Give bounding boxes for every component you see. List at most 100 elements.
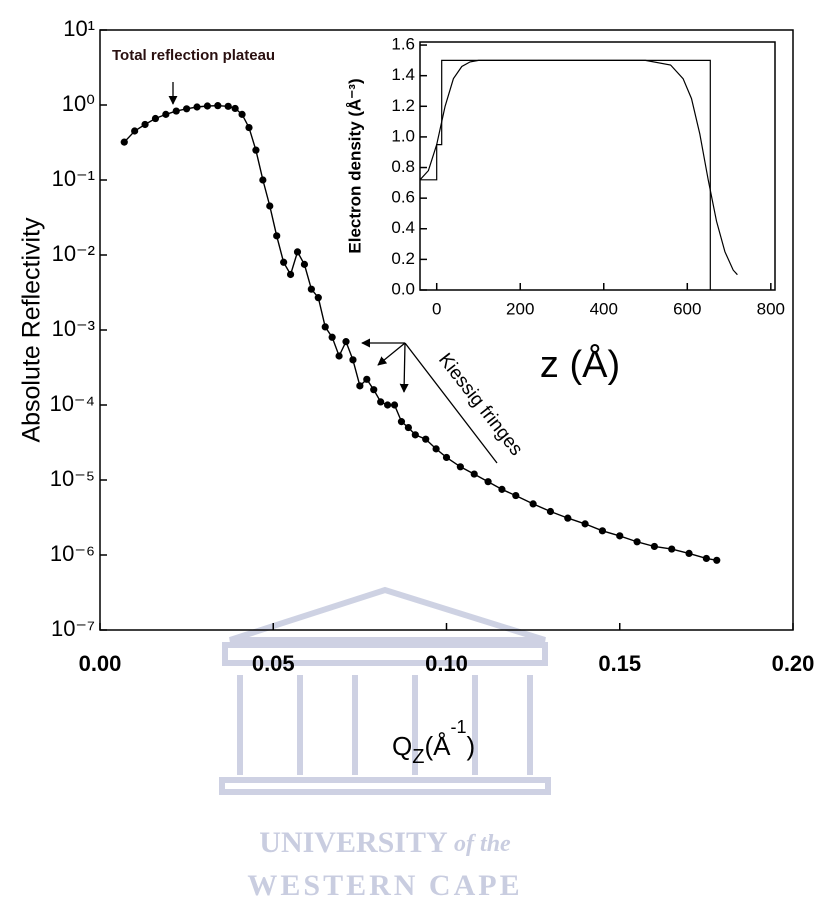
data-point bbox=[470, 470, 478, 478]
y-tick-label: 1.0 bbox=[391, 126, 415, 145]
y-tick-label: 10⁻¹ bbox=[52, 166, 95, 191]
x-tick-label: 600 bbox=[673, 299, 701, 318]
y-tick-label: 1.2 bbox=[391, 96, 415, 115]
data-point bbox=[231, 104, 239, 113]
data-point bbox=[162, 110, 170, 118]
y-tick-label: 10¹ bbox=[63, 16, 95, 41]
data-point bbox=[581, 520, 589, 528]
y-tick-label: 0.0 bbox=[391, 279, 415, 298]
data-point bbox=[151, 114, 160, 123]
x-axis-label-part: Z bbox=[412, 746, 424, 768]
data-point bbox=[546, 507, 555, 516]
watermark-text: WESTERN CAPE bbox=[247, 869, 522, 902]
y-tick-label: 0.4 bbox=[391, 218, 415, 237]
data-point bbox=[442, 453, 451, 462]
y-tick-label: 0.2 bbox=[391, 249, 415, 268]
watermark-text: UNIVERSITY of the bbox=[259, 826, 511, 859]
annotation: Total reflection plateau bbox=[112, 47, 275, 64]
x-tick-label: 0.15 bbox=[598, 651, 641, 676]
y-tick-label: 0.6 bbox=[391, 188, 415, 207]
x-axis-label-part: ) bbox=[466, 731, 475, 761]
data-point bbox=[286, 270, 295, 279]
data-point bbox=[131, 127, 139, 135]
data-point bbox=[633, 538, 641, 546]
data-point bbox=[314, 294, 322, 302]
y-tick-label: 10⁻⁷ bbox=[51, 616, 95, 641]
data-point bbox=[702, 554, 710, 563]
data-point bbox=[668, 545, 676, 553]
data-point bbox=[512, 491, 520, 500]
data-point bbox=[259, 176, 267, 184]
data-point bbox=[356, 382, 364, 390]
data-point bbox=[456, 463, 464, 471]
x-axis-label: z (Å) bbox=[540, 342, 620, 386]
data-point bbox=[120, 138, 128, 146]
data-point bbox=[193, 103, 201, 111]
data-point bbox=[713, 556, 721, 564]
data-point bbox=[293, 248, 302, 256]
x-tick-label: 400 bbox=[590, 299, 618, 318]
data-point bbox=[273, 232, 281, 240]
y-axis-label: Electron density (Å⁻³) bbox=[345, 78, 364, 253]
x-axis-label-part: -1 bbox=[450, 717, 466, 737]
y-axis-label: Absolute Reflectivity bbox=[18, 217, 46, 443]
data-point bbox=[422, 435, 430, 443]
y-tick-label: 1.4 bbox=[391, 65, 415, 84]
y-tick-label: 10⁻⁵ bbox=[50, 466, 95, 491]
x-axis-label: QZ(Å-1) bbox=[392, 717, 475, 769]
data-point bbox=[404, 423, 412, 432]
x-axis-label-part: Q bbox=[392, 731, 412, 761]
data-point bbox=[321, 323, 329, 331]
data-point bbox=[411, 431, 419, 439]
y-tick-label: 0.8 bbox=[391, 157, 415, 176]
x-tick-label: 0.00 bbox=[79, 651, 122, 676]
data-point bbox=[349, 356, 357, 364]
y-tick-label: 10⁻⁴ bbox=[49, 391, 95, 416]
y-tick-label: 10⁻² bbox=[52, 241, 95, 266]
x-tick-label: 0.05 bbox=[252, 651, 295, 676]
watermark-word: UNIVERSITY bbox=[259, 826, 448, 859]
data-point bbox=[397, 418, 406, 426]
data-point bbox=[214, 102, 222, 110]
data-point bbox=[141, 120, 149, 129]
y-tick-label: 10⁰ bbox=[62, 91, 95, 116]
data-point bbox=[252, 146, 260, 154]
data-point bbox=[328, 333, 336, 341]
x-tick-label: 0.20 bbox=[772, 651, 815, 676]
data-point bbox=[432, 445, 440, 453]
data-point bbox=[300, 260, 309, 268]
data-point bbox=[370, 386, 378, 394]
data-point bbox=[529, 500, 537, 508]
data-point bbox=[484, 478, 492, 486]
x-axis-label-part: (Å bbox=[424, 731, 451, 761]
watermark-word: of the bbox=[454, 831, 511, 857]
data-point bbox=[498, 485, 506, 493]
data-point bbox=[685, 549, 693, 558]
data-point bbox=[245, 123, 253, 132]
data-point bbox=[564, 514, 572, 522]
data-point bbox=[280, 258, 288, 266]
data-point bbox=[598, 527, 607, 535]
data-point bbox=[307, 285, 315, 293]
data-point bbox=[390, 401, 399, 409]
data-point bbox=[224, 102, 232, 110]
x-tick-label: 0.10 bbox=[425, 651, 468, 676]
data-point bbox=[203, 102, 212, 110]
data-point bbox=[342, 338, 350, 346]
watermark-building bbox=[219, 586, 551, 795]
data-point bbox=[616, 532, 624, 540]
data-point bbox=[335, 352, 343, 360]
series-line bbox=[419, 59, 738, 276]
data-point bbox=[650, 542, 659, 551]
data-point bbox=[238, 110, 246, 118]
data-point bbox=[377, 398, 385, 406]
fringe-arrows bbox=[361, 338, 498, 464]
y-tick-label: 1.6 bbox=[391, 35, 415, 54]
series-line bbox=[123, 104, 717, 561]
data-point bbox=[383, 401, 392, 409]
x-tick-label: 200 bbox=[506, 299, 534, 318]
x-tick-label: 0 bbox=[432, 299, 441, 318]
data-point bbox=[363, 375, 371, 383]
y-tick-label: 10⁻⁶ bbox=[50, 541, 95, 566]
